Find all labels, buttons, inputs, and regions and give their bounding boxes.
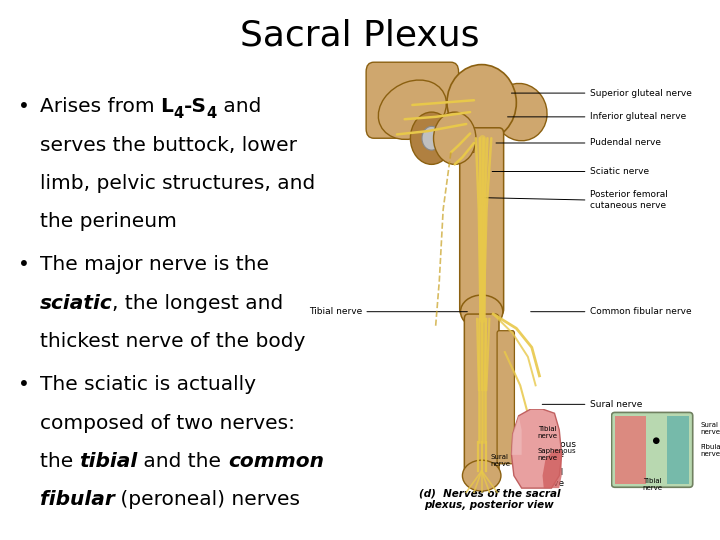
Text: Pudendal nerve: Pudendal nerve: [590, 138, 660, 147]
Ellipse shape: [447, 65, 516, 140]
Text: fibular: fibular: [40, 490, 114, 509]
Text: Tibial
nerve: Tibial nerve: [538, 468, 564, 488]
Text: limb, pelvic structures, and: limb, pelvic structures, and: [40, 174, 315, 193]
Text: Sciatic nerve: Sciatic nerve: [590, 167, 649, 176]
Text: common: common: [228, 452, 324, 471]
Text: Sural
nerve: Sural nerve: [700, 422, 720, 435]
Text: (d)  Nerves of the sacral
plexus, posterior view: (d) Nerves of the sacral plexus, posteri…: [418, 488, 560, 510]
Text: Posterior femoral
cutaneous nerve: Posterior femoral cutaneous nerve: [590, 190, 667, 210]
Text: , the longest and: , the longest and: [112, 294, 284, 313]
Text: serves the buttock, lower: serves the buttock, lower: [40, 136, 297, 154]
Text: thickest nerve of the body: thickest nerve of the body: [40, 332, 305, 351]
FancyBboxPatch shape: [464, 314, 499, 476]
FancyBboxPatch shape: [460, 128, 503, 315]
Text: Tibial
nerve: Tibial nerve: [538, 426, 558, 439]
Polygon shape: [461, 138, 474, 152]
Text: the: the: [40, 452, 79, 471]
Ellipse shape: [493, 84, 547, 141]
Ellipse shape: [462, 460, 501, 491]
Text: tibial: tibial: [79, 452, 138, 471]
Text: 4: 4: [174, 106, 184, 122]
FancyBboxPatch shape: [366, 62, 459, 138]
FancyBboxPatch shape: [497, 330, 514, 464]
Polygon shape: [615, 416, 646, 484]
Text: composed of two nerves:: composed of two nerves:: [40, 414, 294, 433]
Polygon shape: [667, 416, 689, 484]
Circle shape: [433, 112, 476, 164]
Ellipse shape: [461, 295, 503, 328]
Text: (peroneal) nerves: (peroneal) nerves: [114, 490, 300, 509]
Text: Tibial
nerve: Tibial nerve: [642, 477, 662, 491]
Text: Sacral Plexus: Sacral Plexus: [240, 19, 480, 53]
Text: •: •: [18, 375, 30, 394]
Text: Fibular
nerve: Fibular nerve: [700, 444, 720, 457]
Text: Sural
nerve: Sural nerve: [490, 454, 510, 467]
Text: 4: 4: [207, 106, 217, 122]
Polygon shape: [511, 416, 522, 455]
Text: and the: and the: [138, 452, 228, 471]
Polygon shape: [511, 409, 562, 488]
Text: •: •: [18, 255, 30, 274]
Circle shape: [653, 437, 660, 444]
Text: Saphenous
nerve: Saphenous nerve: [538, 448, 577, 461]
Text: The major nerve is the: The major nerve is the: [40, 255, 269, 274]
Text: Superior gluteal nerve: Superior gluteal nerve: [590, 89, 691, 98]
FancyBboxPatch shape: [611, 413, 693, 487]
Ellipse shape: [378, 80, 446, 139]
Text: Common fibular nerve: Common fibular nerve: [590, 307, 691, 316]
Text: Sural nerve: Sural nerve: [590, 400, 642, 409]
Text: L: L: [161, 97, 174, 116]
Text: The sciatic is actually: The sciatic is actually: [40, 375, 256, 394]
Text: and: and: [217, 97, 261, 116]
Text: Saphenous
nerve: Saphenous nerve: [526, 440, 576, 459]
Text: sciatic: sciatic: [40, 294, 112, 313]
Circle shape: [422, 126, 441, 150]
Text: Inferior gluteal nerve: Inferior gluteal nerve: [590, 112, 685, 122]
Text: Arises from: Arises from: [40, 97, 161, 116]
Text: •: •: [18, 97, 30, 116]
Circle shape: [410, 112, 453, 164]
Text: Tibial nerve: Tibial nerve: [309, 307, 362, 316]
Text: the perineum: the perineum: [40, 212, 176, 231]
Text: -S: -S: [184, 97, 207, 116]
Polygon shape: [543, 449, 562, 488]
